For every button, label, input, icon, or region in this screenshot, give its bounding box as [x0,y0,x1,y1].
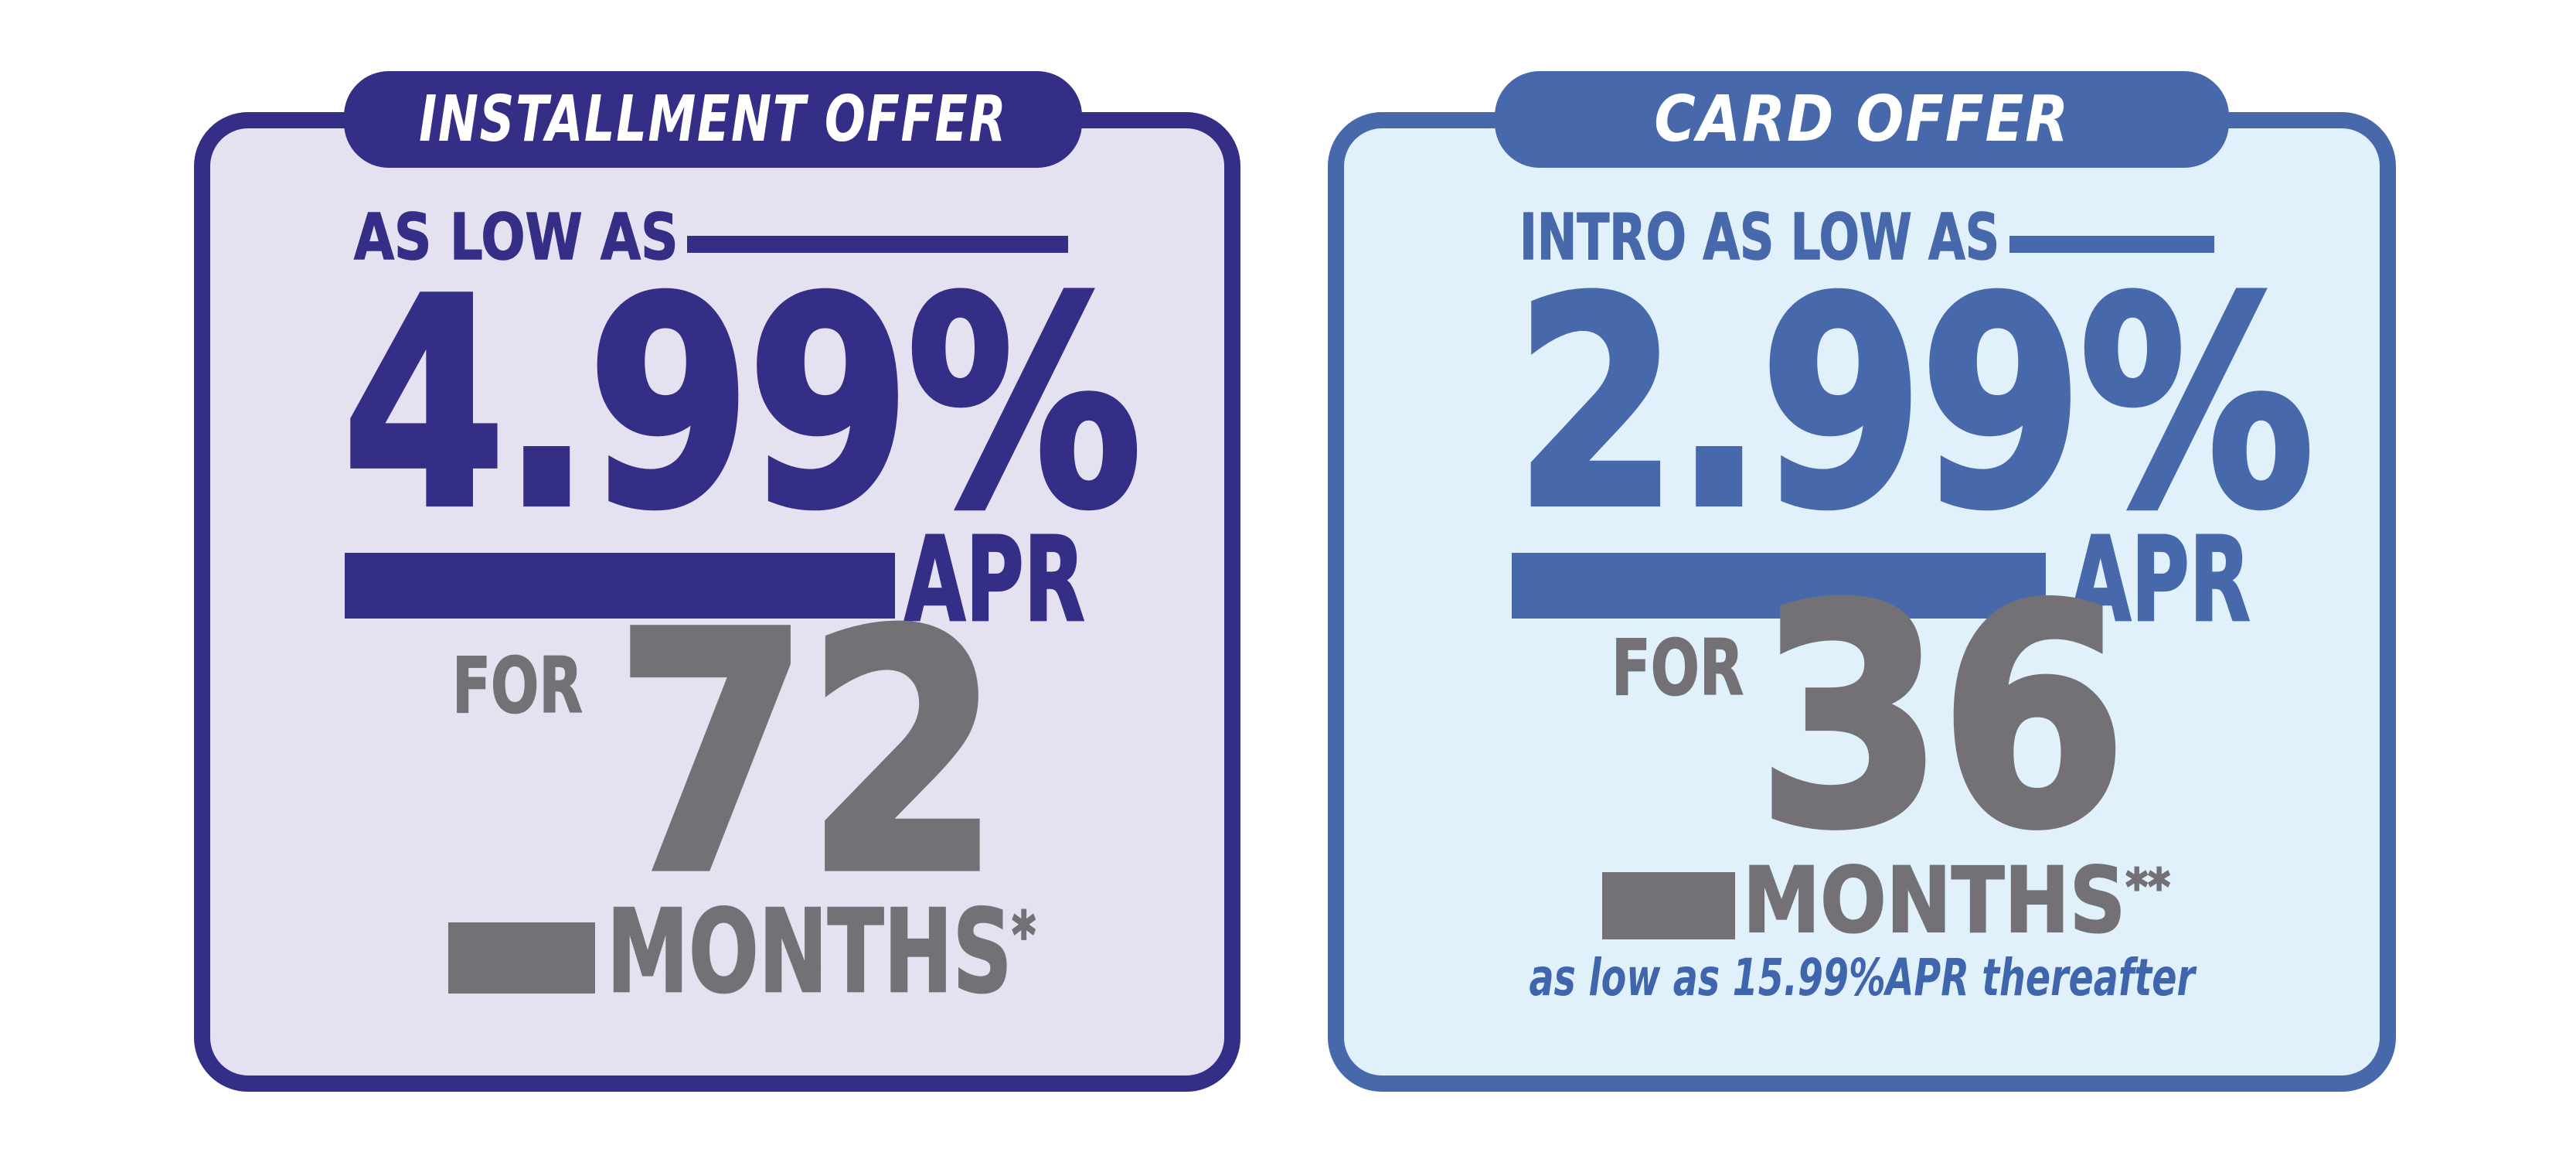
card-footmark: ** [2125,858,2171,917]
installment-for-label: FOR [451,642,583,731]
card-months-block [1602,872,1735,939]
card-eyebrow: INTRO AS LOW AS [1519,201,2000,274]
installment-months-text: MONTHS [606,885,1012,1018]
card-apr-label: APR [2069,512,2251,648]
card-for-label: FOR [1611,624,1744,713]
installment-apr-label: APR [903,512,1086,648]
installment-term-value: 72 [611,563,1004,945]
card-apr-bar [1512,553,2046,619]
installment-offer-badge: INSTALLMENT OFFER [344,71,1082,168]
card-footnote: as low as 15.99%APR thereafter [1328,953,2396,1004]
card-footnote-text: as low as 15.99%APR thereafter [1529,948,2195,1007]
card-months-text: MONTHS [1742,847,2126,953]
card-eyebrow-rule [2009,236,2214,253]
installment-badge-label: INSTALLMENT OFFER [418,82,1008,156]
card-months-label: MONTHS** [1742,854,2171,946]
installment-eyebrow: AS LOW AS [353,201,679,274]
card-offer-badge: CARD OFFER [1495,71,2229,168]
card-term-value: 36 [1754,543,2130,895]
installment-eyebrow-rule [687,236,1068,253]
installment-apr-bar [345,553,895,619]
installment-rate: 4.99% [340,239,1145,571]
installment-footmark: * [1011,898,1036,973]
card-badge-label: CARD OFFER [1654,82,2070,156]
card-rate: 2.99% [1513,239,2317,571]
installment-months-block [448,922,595,994]
installment-months-label: MONTHS* [606,894,1036,1011]
